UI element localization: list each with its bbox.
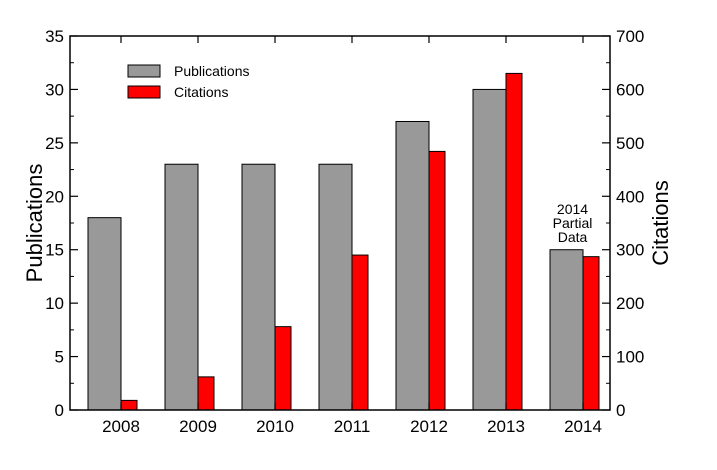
y-tick-label-left-30: 30 xyxy=(45,80,64,99)
y-tick-label-right-500: 500 xyxy=(616,134,644,153)
bar-citations-2012 xyxy=(428,150,446,411)
y-tick-label-left-0: 0 xyxy=(55,401,64,420)
x-tick-label-2014: 2014 xyxy=(564,417,602,436)
bar-publications-2008 xyxy=(87,217,122,411)
legend: Publications Citations xyxy=(127,63,250,100)
x-tick-label-2010: 2010 xyxy=(256,417,294,436)
y-axis-title-right: Citations xyxy=(648,180,673,266)
bar-publications-2012 xyxy=(395,120,430,411)
y-tick-label-left-20: 20 xyxy=(45,187,64,206)
bar-publications-2011 xyxy=(318,163,353,411)
bar-citations-2009 xyxy=(197,376,215,411)
legend-label-citations: Citations xyxy=(174,84,228,100)
y-tick-label-right-700: 700 xyxy=(616,27,644,46)
ticks-layer: 2008 2009 2010 2011 2012 2013 2014 0 5 10 15 20 25 30… xyxy=(45,27,644,436)
y-tick-label-left-35: 35 xyxy=(45,27,64,46)
y-tick-label-left-10: 10 xyxy=(45,294,64,313)
bar-citations-2014 xyxy=(582,256,600,411)
y-axis-title-left: Publications xyxy=(22,164,47,283)
annotation-line-2: Partial xyxy=(553,215,593,231)
bar-publications-2009 xyxy=(164,163,199,411)
y-tick-label-left-5: 5 xyxy=(55,348,64,367)
bar-publications-2013 xyxy=(472,88,507,411)
y-tick-label-right-0: 0 xyxy=(616,401,625,420)
bar-citations-2013 xyxy=(505,72,523,411)
y-tick-label-right-600: 600 xyxy=(616,80,644,99)
x-tick-label-2008: 2008 xyxy=(102,417,140,436)
bar-citations-2008 xyxy=(120,399,138,411)
bar-publications-2014 xyxy=(549,249,584,411)
bar-citations-2010 xyxy=(274,326,292,411)
x-tick-label-2009: 2009 xyxy=(179,417,217,436)
bars-layer xyxy=(87,72,600,411)
partial-data-annotation: 2014 Partial Data xyxy=(553,201,593,245)
y-tick-label-left-25: 25 xyxy=(45,134,64,153)
y-tick-label-right-200: 200 xyxy=(616,294,644,313)
legend-label-publications: Publications xyxy=(174,63,250,79)
x-tick-label-2013: 2013 xyxy=(487,417,525,436)
annotation-line-3: Data xyxy=(558,229,588,245)
x-tick-label-2012: 2012 xyxy=(410,417,448,436)
annotation-line-1: 2014 xyxy=(557,201,588,217)
y-tick-label-right-100: 100 xyxy=(616,348,644,367)
legend-swatch-citations xyxy=(127,85,161,99)
bar-publications-2010 xyxy=(241,163,276,411)
y-tick-label-left-15: 15 xyxy=(45,241,64,260)
y-tick-label-right-400: 400 xyxy=(616,187,644,206)
y-tick-label-right-300: 300 xyxy=(616,241,644,260)
legend-swatch-publications xyxy=(127,64,161,78)
x-tick-label-2011: 2011 xyxy=(334,417,371,436)
bar-citations-2011 xyxy=(351,254,369,411)
